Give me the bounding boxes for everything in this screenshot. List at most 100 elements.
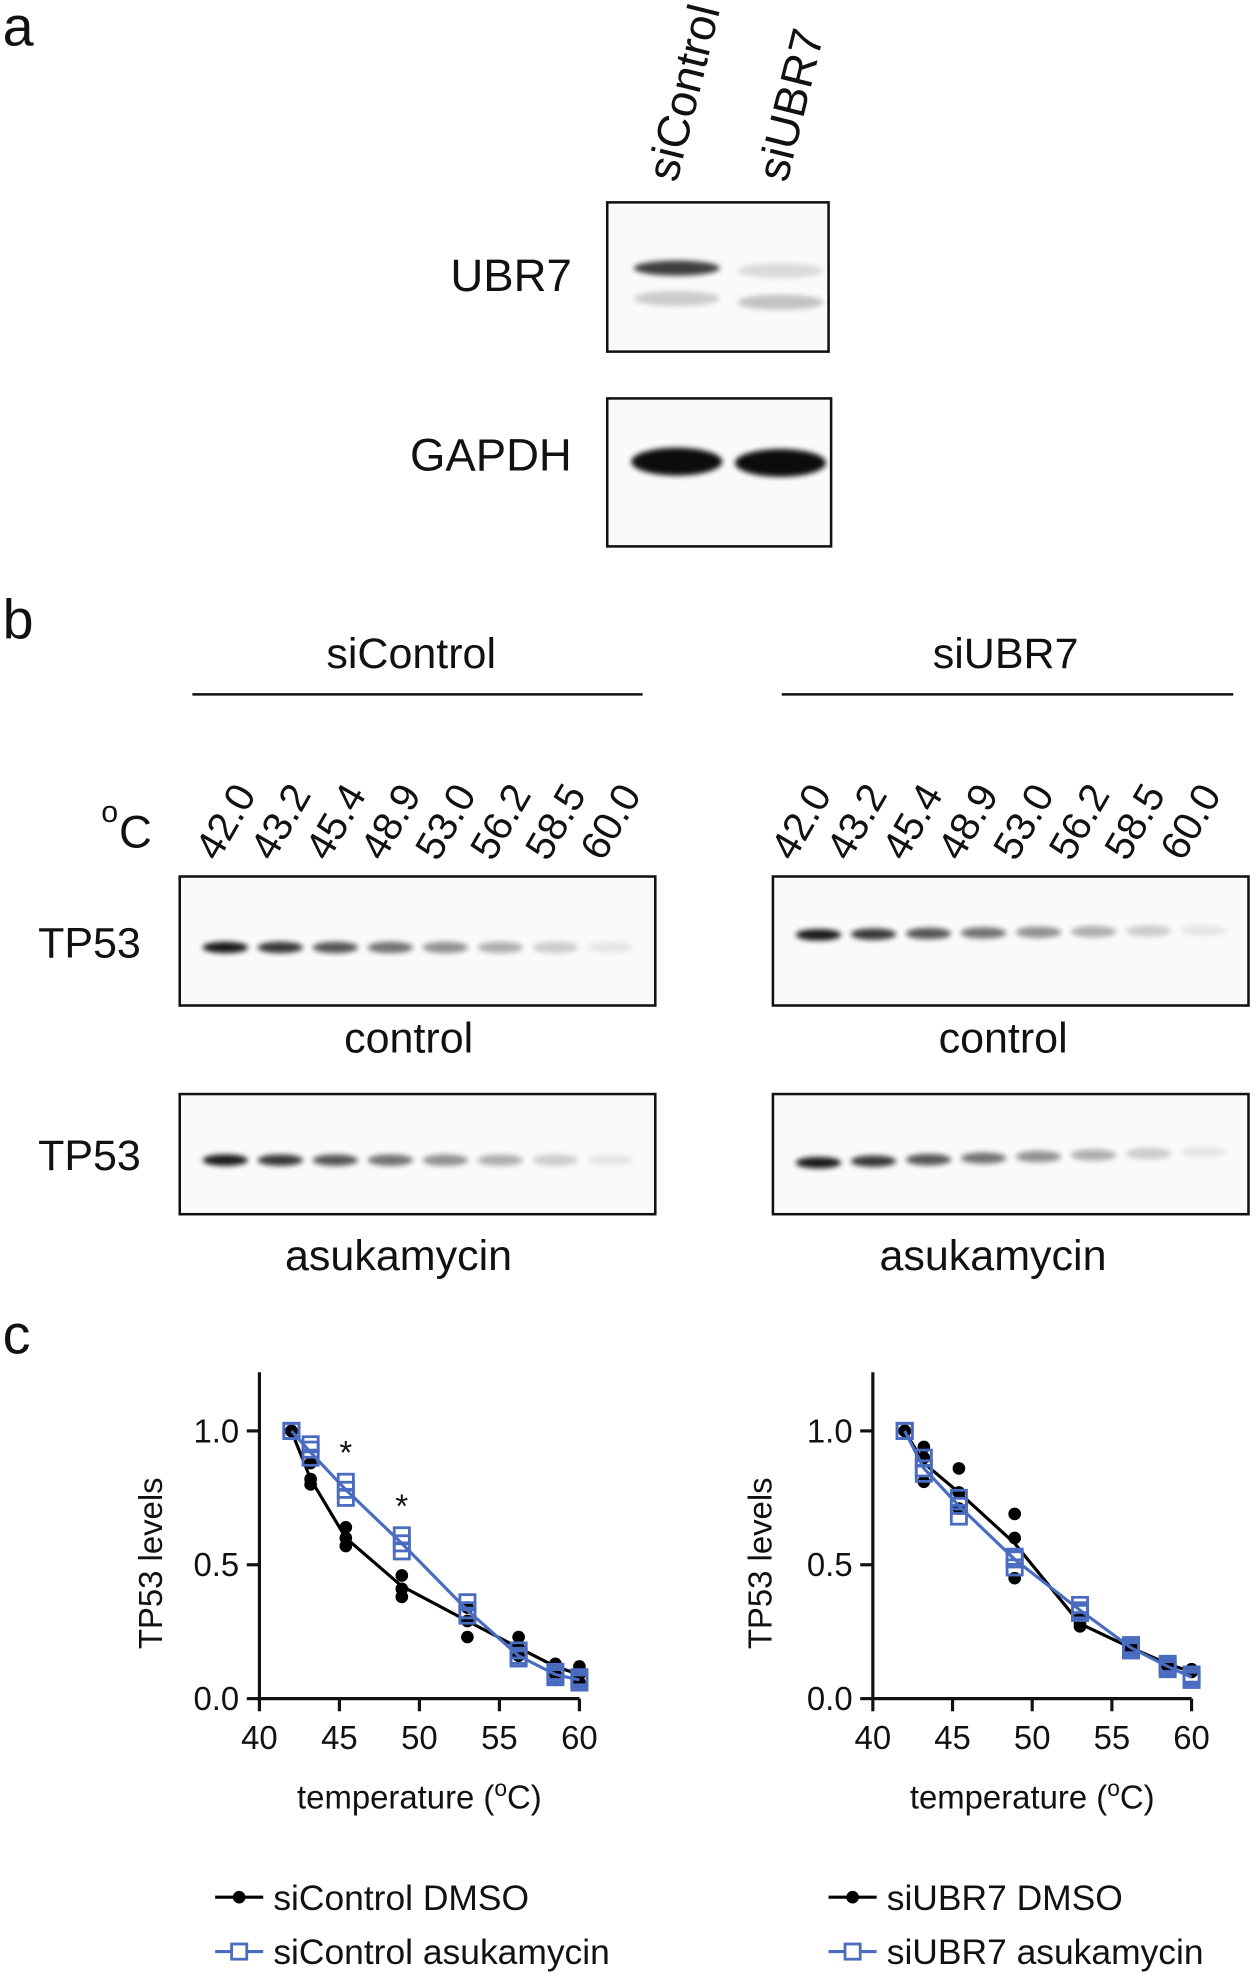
band [1015, 1150, 1062, 1163]
y-tick-label: 0.0 [193, 1680, 239, 1717]
band [532, 1154, 579, 1166]
replicate-point [1182, 1665, 1201, 1684]
band [905, 1153, 952, 1166]
band [795, 929, 842, 941]
y-tick-label: 1.0 [807, 1412, 853, 1449]
band [734, 449, 827, 477]
replicate-point [282, 1421, 301, 1440]
band [477, 941, 524, 954]
band [587, 1154, 634, 1166]
row-label: UBR7 [450, 250, 571, 301]
group-title: siUBR7 [933, 630, 1079, 678]
row-label: GAPDH [410, 430, 572, 481]
band [312, 941, 359, 954]
x-tick-label: 55 [1094, 1719, 1131, 1756]
band [422, 941, 469, 954]
replicate-point [1005, 1547, 1024, 1566]
band [202, 941, 249, 954]
band [1070, 1149, 1117, 1161]
condition-label: control [344, 1014, 473, 1062]
replicate-point [392, 1526, 411, 1545]
replicate-point [1008, 1531, 1022, 1545]
y-tick-label: 0.5 [193, 1546, 239, 1583]
band [257, 1154, 304, 1166]
replicate-point [914, 1448, 933, 1467]
band [202, 1154, 249, 1166]
y-tick-label: 0.0 [807, 1680, 853, 1717]
replicate-point [546, 1662, 565, 1681]
y-axis-label: TP53 levels [132, 1477, 169, 1649]
condition-label: control [939, 1014, 1068, 1062]
replicate-point [304, 1472, 317, 1486]
row-label: TP53 [38, 1132, 141, 1180]
y-axis-label: TP53 levels [742, 1477, 779, 1649]
band [633, 260, 720, 276]
replicate-point [395, 1569, 409, 1582]
x-axis-label-part: o [494, 1775, 507, 1801]
x-axis-label-part: C) [507, 1779, 542, 1816]
y-tick-label: 0.5 [807, 1546, 853, 1583]
x-tick-label: 50 [401, 1719, 438, 1756]
band [532, 941, 579, 954]
group-title: siControl [326, 630, 496, 678]
panel-label: a [3, 0, 34, 58]
annotation: * [339, 1434, 352, 1471]
x-axis-label-part: temperature ( [297, 1779, 494, 1816]
panel-label: c [3, 1303, 31, 1365]
x-axis-label-part: C) [1120, 1779, 1155, 1816]
band [960, 927, 1007, 939]
condition-label: asukamycin [285, 1232, 512, 1280]
unit: C [119, 806, 152, 857]
replicate-point [1008, 1507, 1022, 1521]
panel-label: b [3, 589, 34, 651]
series-line [290, 1429, 580, 1682]
series-line [289, 1430, 580, 1677]
row-label: TP53 [38, 919, 141, 967]
x-axis-label-part: temperature ( [910, 1779, 1107, 1816]
x-tick-label: 40 [855, 1719, 892, 1756]
band [1125, 1147, 1172, 1160]
replicate-point [949, 1488, 968, 1507]
replicate-point [895, 1421, 914, 1440]
x-tick-label: 40 [241, 1719, 278, 1756]
annotation: * [395, 1488, 408, 1525]
band [905, 927, 952, 940]
temperature-label: 60.0 [571, 776, 650, 867]
replicate-point [458, 1593, 477, 1612]
y-tick-label: 1.0 [193, 1412, 239, 1449]
band [367, 1154, 414, 1166]
x-tick-label: 45 [934, 1719, 971, 1756]
lane-label: siUBR7 [747, 24, 834, 186]
replicate-point [336, 1472, 355, 1491]
replicate-point [914, 1459, 933, 1478]
band [1180, 1146, 1227, 1158]
band [850, 928, 897, 940]
replicate-point [1071, 1595, 1089, 1614]
temperature-label: 60.0 [1151, 776, 1230, 867]
band [257, 941, 304, 954]
band [1180, 924, 1227, 937]
x-axis-label-part: o [1107, 1775, 1120, 1801]
x-tick-label: 60 [561, 1719, 598, 1756]
blot-box [771, 875, 1250, 1007]
replicate-point [339, 1531, 353, 1545]
legend-marker [843, 1942, 862, 1961]
band [1125, 925, 1172, 937]
band [737, 294, 824, 310]
band [737, 263, 824, 279]
band [422, 1154, 469, 1166]
legend-label: siUBR7 DMSO [887, 1878, 1123, 1918]
replicate-point [570, 1668, 589, 1687]
x-tick-label: 55 [481, 1719, 518, 1756]
replicate-point [461, 1630, 474, 1644]
blot-box [178, 1092, 657, 1216]
replicate-point [395, 1582, 409, 1596]
legend-marker [846, 1890, 859, 1904]
band [587, 941, 634, 954]
x-axis-label: temperature (oC) [910, 1775, 1155, 1816]
replicate-point [952, 1462, 966, 1475]
band [1070, 925, 1117, 938]
replicate-point [1122, 1636, 1140, 1655]
band [960, 1152, 1007, 1164]
